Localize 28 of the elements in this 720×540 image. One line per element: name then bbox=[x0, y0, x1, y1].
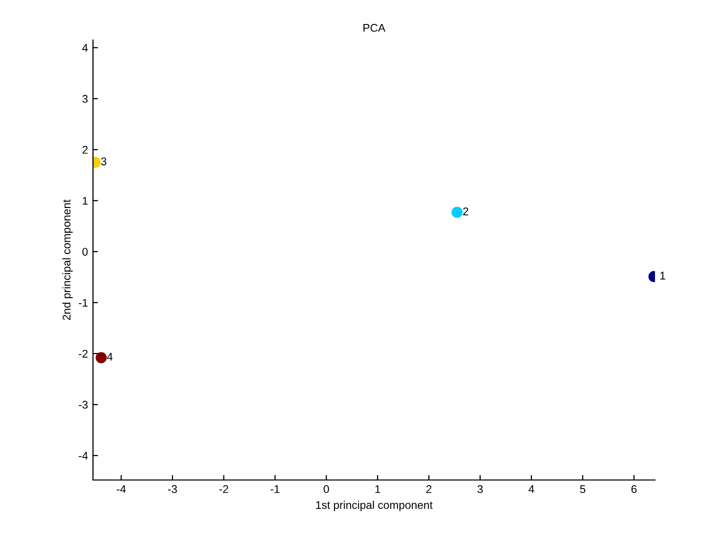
chart-title: PCA bbox=[363, 24, 386, 32]
x-tick-label: -3 bbox=[168, 485, 177, 494]
x-axis-title: 1st principal component bbox=[316, 500, 433, 512]
x-tick-label: 0 bbox=[324, 485, 329, 494]
y-tick-label: -2 bbox=[78, 350, 88, 358]
y-tick-label: -4 bbox=[78, 452, 88, 460]
x-tick-label: 2 bbox=[426, 485, 432, 493]
y-tick-label: 0 bbox=[82, 248, 88, 256]
y-tick-label: 2 bbox=[82, 146, 88, 154]
x-tick-label: -2 bbox=[219, 485, 228, 493]
x-tick-label: 5 bbox=[580, 485, 586, 494]
y-tick-label: -3 bbox=[78, 400, 88, 409]
y-tick-label: 1 bbox=[82, 196, 88, 205]
series-label: 1 bbox=[660, 272, 666, 280]
point bbox=[452, 206, 463, 218]
y-tick-label: 4 bbox=[82, 44, 88, 52]
series-label: 4 bbox=[107, 352, 113, 361]
y-tick-label: 3 bbox=[82, 94, 88, 103]
x-tick-label: 6 bbox=[631, 485, 637, 494]
x-tick-label: 1 bbox=[375, 485, 380, 493]
x-tick-label: -1 bbox=[270, 485, 280, 493]
series-label: 3 bbox=[101, 157, 106, 166]
y-axis-title: 2nd principal component bbox=[62, 200, 73, 320]
x-tick-label: -4 bbox=[116, 485, 126, 493]
x-tick-label: 4 bbox=[528, 485, 534, 493]
y-tick-label: -1 bbox=[78, 298, 88, 307]
series-label: 2 bbox=[463, 207, 468, 216]
x-tick-label: 3 bbox=[477, 485, 483, 494]
